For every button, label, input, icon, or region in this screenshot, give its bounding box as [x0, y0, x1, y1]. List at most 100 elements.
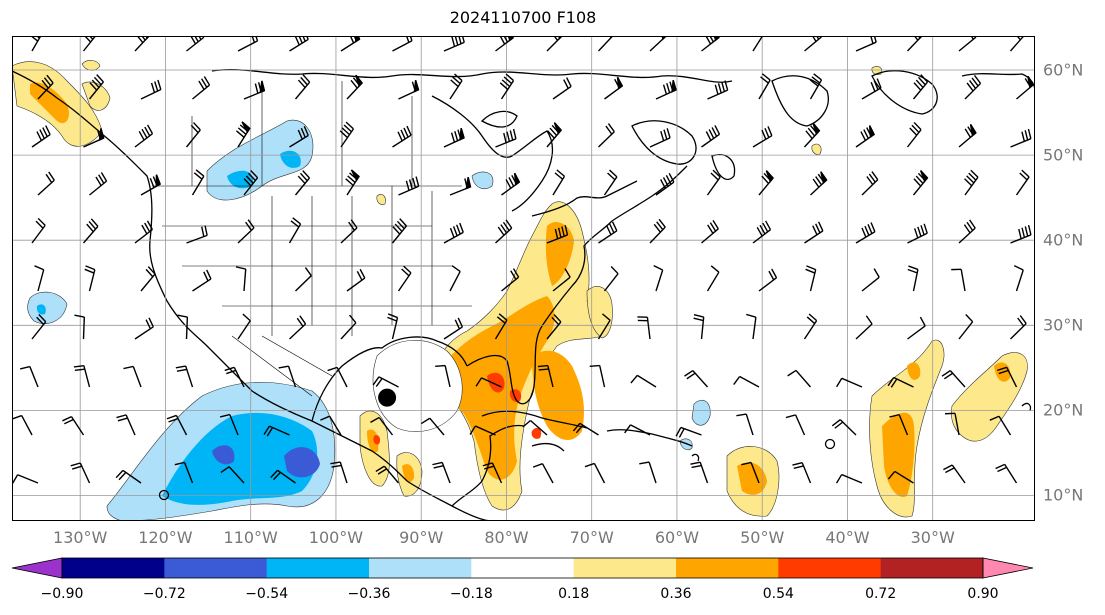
map-plot[interactable] [12, 36, 1035, 521]
wind-barb [907, 265, 919, 292]
wind-barb [134, 124, 154, 148]
longitude-tick-label: 40°W [825, 528, 870, 547]
wind-barb [693, 314, 705, 340]
wind-barb [584, 462, 606, 484]
colorbar-extend-min [11, 557, 63, 579]
wind-barb [746, 313, 757, 340]
wind-barb [803, 313, 818, 340]
wind-barb [270, 469, 296, 484]
wind-barb [73, 365, 91, 388]
wind-barb [752, 36, 764, 52]
wind-barb [649, 218, 666, 244]
wind-barb [630, 374, 657, 388]
wind-barb [855, 36, 877, 52]
wind-barb [803, 122, 821, 148]
wind-barb [12, 414, 33, 436]
low-pressure-circle-marker [158, 489, 170, 501]
wind-barb [235, 266, 247, 292]
wind-barb [958, 314, 974, 340]
wind-barb [804, 221, 824, 244]
wind-barb [83, 128, 105, 148]
wind-barb [733, 375, 760, 388]
latitude-tick-label: 50°N [1043, 145, 1084, 165]
longitude-tick-label: 60°W [654, 528, 700, 547]
wind-barb [346, 74, 363, 100]
colorbar-tick-label: 0.18 [558, 586, 590, 602]
colorbar-segment [676, 558, 779, 578]
longitude-tick-label: 90°W [399, 528, 444, 547]
wind-barb [89, 172, 108, 196]
colorbar-tick-label: −0.18 [449, 586, 493, 602]
wind-barb [604, 76, 624, 100]
colorbar-segment [471, 558, 575, 578]
wind-barb [469, 425, 496, 436]
wind-barb [289, 315, 307, 340]
wind-barb [792, 461, 812, 484]
wind-barb [70, 462, 91, 484]
wind-barb [327, 366, 348, 388]
wind-barb [758, 73, 771, 100]
wind-barb [855, 222, 876, 244]
wind-barb [115, 469, 142, 484]
low-pressure-circle-marker [824, 438, 836, 450]
wind-barb [339, 121, 355, 148]
wind-barb [943, 464, 966, 484]
wind-barb [572, 422, 599, 436]
wind-barb [243, 169, 259, 196]
shaded-fields [12, 60, 1028, 521]
wind-barb [603, 265, 619, 292]
colorbar-segment [573, 558, 677, 578]
longitude-tick-label: 50°W [740, 528, 785, 547]
wind-barb [345, 169, 360, 196]
wind-barb [532, 463, 554, 484]
wind-barb [501, 172, 521, 196]
political-boundaries [152, 81, 472, 397]
wind-barb [449, 265, 461, 292]
wind-barb [340, 219, 358, 244]
wind-barb [370, 416, 394, 436]
wind-barb [174, 461, 194, 484]
wind-barb [237, 313, 251, 340]
wind-barb [278, 365, 297, 388]
wind-barb [140, 174, 161, 196]
wind-barb [805, 265, 817, 292]
storm-center-marker [378, 388, 397, 407]
wind-barb [449, 176, 472, 196]
longitude-tick-label: 70°W [569, 528, 614, 547]
wind-barb [31, 314, 47, 340]
colorbar-segment [164, 558, 268, 578]
wind-barb [237, 219, 255, 244]
wind-barb [707, 80, 729, 100]
longitude-tick-label: 120°W [138, 528, 193, 547]
wind-barb [989, 415, 1012, 436]
wind-barb [420, 417, 445, 436]
wind-barb [294, 74, 311, 100]
wind-barb [546, 225, 569, 244]
wind-barb [655, 80, 677, 100]
wind-barb [1015, 169, 1030, 196]
wind-barb [804, 36, 823, 52]
wind-barb [653, 265, 664, 292]
longitude-tick-label: 80°W [484, 528, 529, 547]
wind-barb [34, 265, 45, 292]
wind-barb [1010, 224, 1032, 244]
longitude-tick-label: 100°W [308, 528, 364, 547]
wind-barb [706, 265, 720, 292]
colorbar-tick-label: 0.36 [660, 586, 692, 602]
wind-barb [912, 170, 929, 196]
wind-barb [1010, 315, 1027, 340]
wind-barb [598, 123, 615, 148]
wind-barb [74, 314, 86, 340]
wind-barb [752, 220, 772, 244]
wind-barb [31, 217, 46, 244]
wind-barb [887, 470, 914, 484]
wind-barb [649, 128, 671, 148]
longitude-tick-label: 130°W [53, 528, 108, 547]
wind-barb [522, 419, 548, 436]
wind-barb [140, 266, 156, 292]
wind-barb [392, 125, 412, 148]
wind-barb [810, 171, 828, 196]
wind-barb [220, 466, 245, 484]
latitude-tick-label: 40°N [1043, 230, 1084, 250]
colorbar-tick-label: −0.72 [142, 586, 186, 602]
